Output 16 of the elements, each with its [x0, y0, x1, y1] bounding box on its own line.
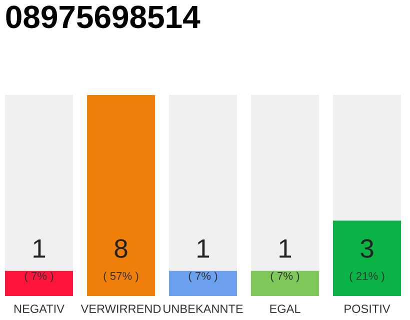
x-tick-label: VERWIRREND — [80, 304, 161, 313]
data-label: 1 — [34, 239, 46, 258]
data-label: 3 — [360, 239, 374, 258]
chart-title: 08975698514 — [6, 6, 200, 28]
data-label: 8 — [114, 239, 128, 258]
data-label: 1 — [198, 239, 210, 258]
annotation: ( 7% ) — [24, 272, 54, 282]
x-tick-label: NEGATIV — [14, 304, 64, 314]
data-label: 1 — [280, 239, 292, 258]
annotation: ( 7% ) — [270, 272, 300, 282]
x-tick-label: POSITIV — [344, 304, 390, 314]
annotation: ( 7% ) — [188, 272, 218, 282]
annotation: ( 57% ) — [104, 272, 138, 282]
x-tick-label: EGAL — [270, 304, 300, 314]
annotation: ( 21% ) — [350, 272, 384, 282]
x-tick-label: UNBEKANNTE — [164, 304, 243, 314]
